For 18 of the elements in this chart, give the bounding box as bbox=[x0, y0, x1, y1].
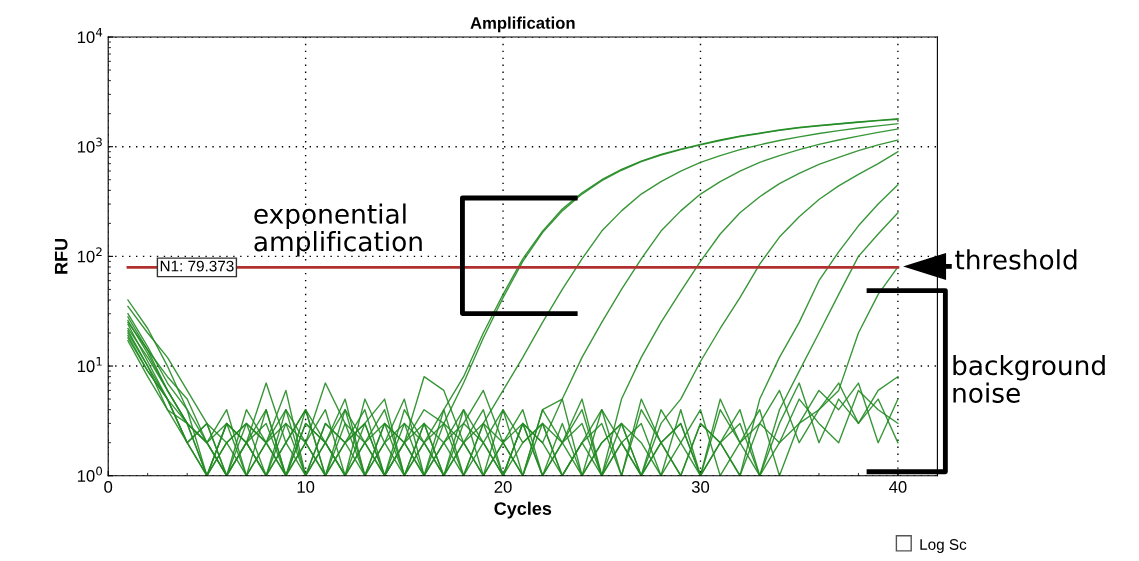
x-tick-label: 20 bbox=[494, 481, 512, 493]
x-tick-label: 40 bbox=[889, 481, 907, 493]
text: Log Sc bbox=[920, 539, 967, 553]
x-axis-title: Cycles bbox=[494, 501, 552, 519]
annotation: exponential amplification bbox=[254, 203, 422, 257]
y-tick-label: 10$^{3}$ bbox=[77, 137, 102, 153]
text: threshold bbox=[955, 249, 1077, 270]
y-tick-label: 10$^{4}$ bbox=[77, 28, 103, 44]
text: background noise bbox=[953, 354, 1105, 403]
chart-title: Amplification bbox=[470, 16, 575, 33]
x-tick-label: 30 bbox=[691, 481, 710, 493]
y-tick-label: 10$^{1}$ bbox=[77, 357, 102, 373]
y-axis-title: RFU bbox=[54, 238, 68, 274]
ref-line-label: N1: 79.373 bbox=[160, 260, 234, 272]
y-tick-label: 10$^{0}$ bbox=[77, 466, 103, 482]
x-tick-label: 10 bbox=[297, 481, 315, 493]
y-tick-label: 10$^{2}$ bbox=[77, 247, 102, 263]
x-tick-label: 0 bbox=[104, 481, 113, 493]
